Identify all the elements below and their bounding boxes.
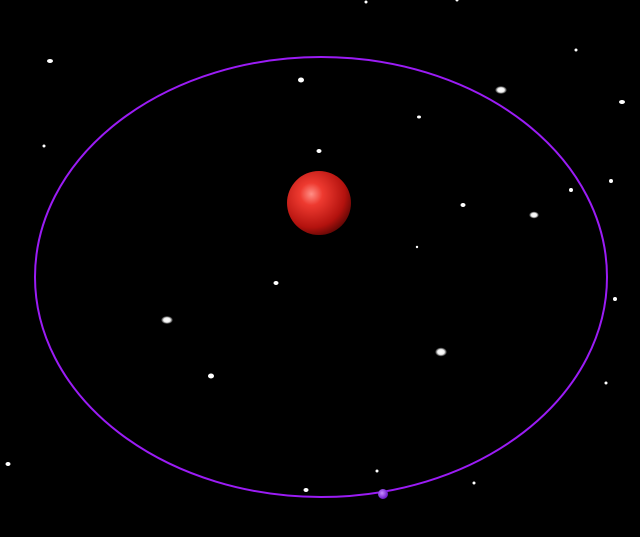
star — [609, 179, 613, 183]
star — [472, 481, 476, 485]
star — [619, 100, 625, 104]
star — [435, 347, 447, 357]
star — [5, 462, 11, 466]
star — [604, 381, 608, 385]
star — [316, 149, 322, 153]
star — [375, 469, 379, 473]
star — [529, 211, 539, 219]
star — [574, 48, 578, 52]
star — [161, 316, 173, 324]
star — [455, 0, 459, 2]
star-field — [5, 0, 625, 492]
star — [47, 59, 53, 63]
star — [415, 245, 419, 249]
star — [364, 0, 368, 4]
star — [273, 281, 279, 285]
star — [208, 373, 214, 379]
orbit-path — [34, 56, 608, 498]
star — [298, 77, 304, 83]
star — [417, 115, 421, 119]
star — [495, 86, 507, 94]
star — [303, 488, 309, 492]
central-planet — [287, 171, 351, 235]
star — [42, 144, 46, 148]
orbiting-body — [378, 489, 388, 499]
star — [460, 203, 466, 207]
star — [569, 188, 573, 192]
star — [613, 297, 617, 301]
